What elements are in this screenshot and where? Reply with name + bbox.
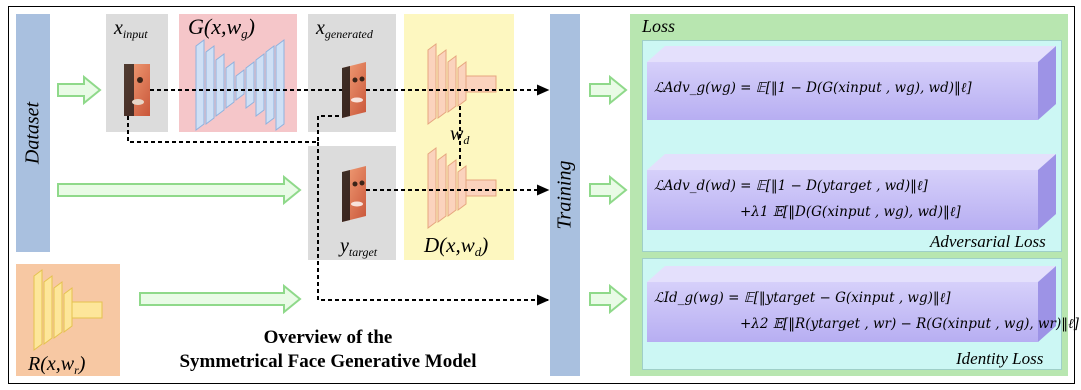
line-input-loop [127, 115, 342, 143]
generator-network-icon [195, 39, 285, 131]
loss-header: Loss [642, 16, 676, 36]
recognizer-label: R(x,wr) [27, 353, 86, 377]
equation-adv-g: ℒAdv_g(wg) = 𝔼[‖1 − D(G(xinput , wg), wd… [654, 80, 972, 96]
adversarial-loss-caption: Adversarial Loss [930, 232, 1046, 251]
face-x-input [124, 64, 150, 116]
x-generated-label: xgenerated [315, 17, 374, 41]
w-d-label: wd [450, 123, 470, 147]
recognizer-network-icon [33, 269, 103, 351]
equation-id-g-line1: ℒId_g(wg) = 𝔼[‖ytarget − G(xinput , wg)‖… [654, 290, 951, 306]
face-x-generated [342, 62, 366, 118]
arrow-to-loss-3 [589, 283, 628, 315]
arrow-dataset-to-input [57, 74, 102, 106]
equation-adv-d-line2: +λ1 𝔼[‖D(G(xinput , wg), wd)‖ℓ] [740, 204, 961, 220]
discriminator-network-top [427, 43, 497, 125]
data-flow-lines [127, 84, 550, 306]
face-y-target [342, 166, 366, 222]
green-arrows [57, 74, 628, 315]
title-line-2: Symmetrical Face Generative Model [179, 351, 477, 372]
title-line-1: Overview of the [263, 327, 393, 348]
x-input-label: xinput [113, 17, 148, 41]
y-target-label: ytarget [338, 235, 378, 259]
line-to-identity [317, 142, 550, 306]
math-labels: xinput G(x,wg) xgenerated wd ytarget D(x… [27, 14, 488, 377]
eq-box-id-g [647, 266, 1056, 342]
arrow-to-loss-2 [589, 174, 628, 206]
arrow-recognizer [139, 283, 302, 315]
diagram-title: Overview of the Symmetrical Face Generat… [148, 326, 508, 374]
generator-label: G(x,wg) [188, 14, 255, 41]
training-bar: Training [550, 14, 580, 376]
arrow-to-loss-1 [589, 74, 628, 106]
arrow-dataset-to-target [57, 174, 302, 206]
eq-box-adv-g [647, 46, 1056, 120]
equation-adv-d-line1: ℒAdv_d(wd) = 𝔼[‖1 − D(ytarget , wd)‖ℓ] [654, 178, 928, 194]
eq-box-adv-d [647, 154, 1056, 230]
discriminator-network-bottom [427, 147, 497, 229]
discriminator-label: D(x,wd) [423, 233, 488, 259]
identity-loss-caption: Identity Loss [956, 349, 1044, 368]
dataset-bar: Dataset [16, 14, 50, 252]
equation-id-g-line2: +λ2 𝔼[‖R(ytarget , wr) − R(G(xinput , wg… [740, 316, 1079, 332]
